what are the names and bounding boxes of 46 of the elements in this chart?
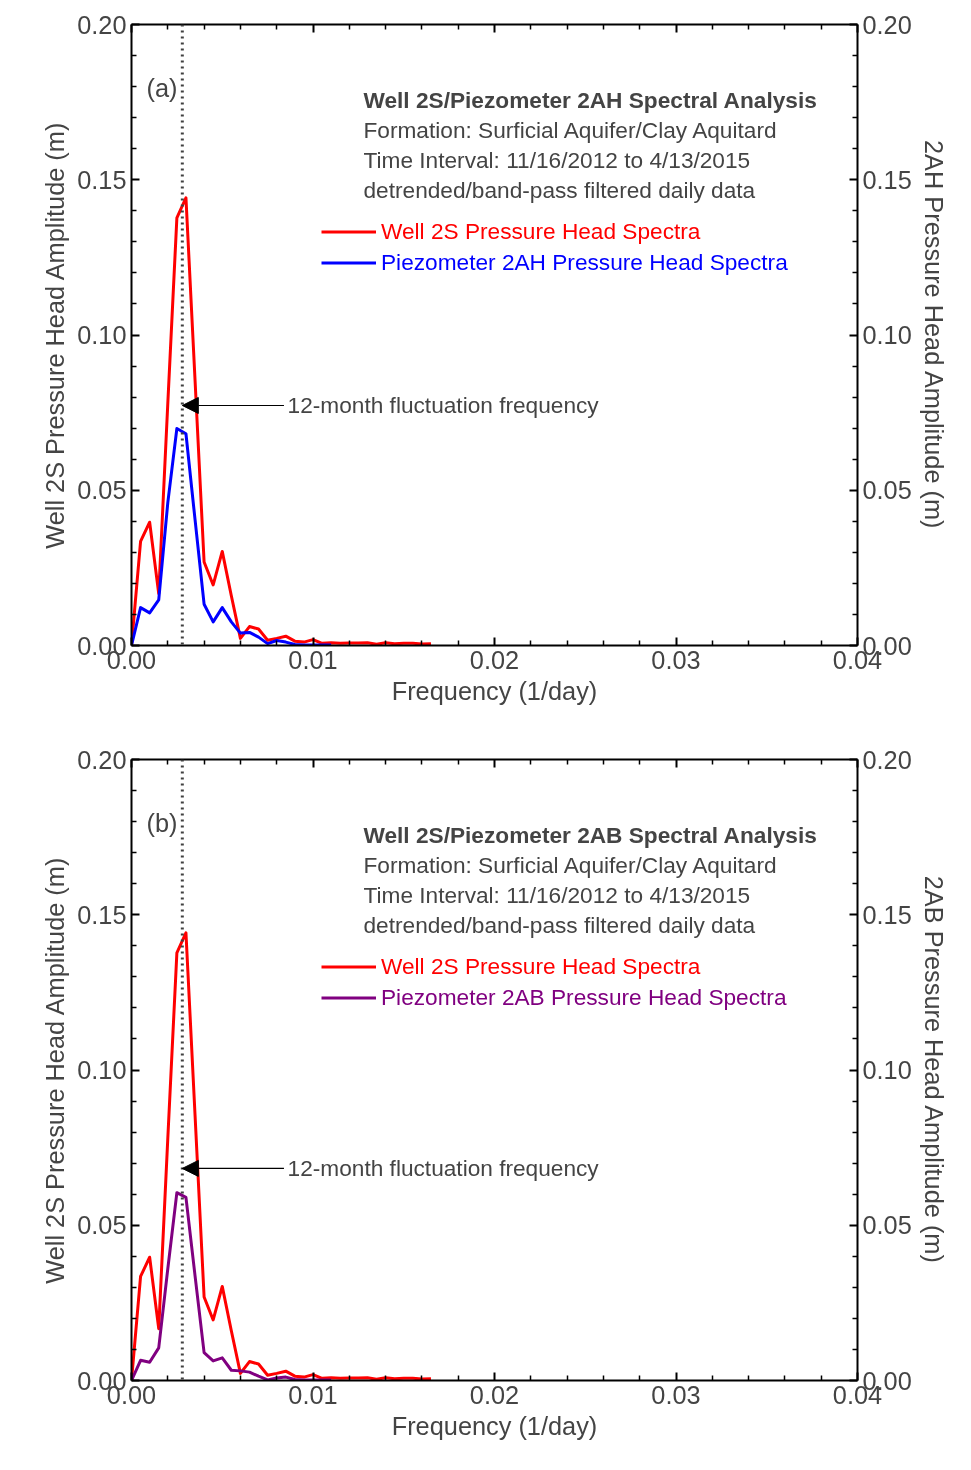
y2-tick-label: 0.10 (862, 321, 912, 349)
y-tick-label: 0.20 (77, 10, 127, 39)
y-tick-label: 0.05 (77, 1211, 127, 1240)
y-tick-label: 0.15 (77, 165, 127, 194)
annotation: Time Interval: 11/16/2012 to 4/13/2015 (363, 881, 751, 908)
y2-tick-label: 0.20 (862, 745, 912, 774)
annotation: detrended/band-pass filtered daily data (363, 911, 756, 938)
y-tick-label: 0.10 (77, 321, 127, 349)
y-tick-label: 0.05 (77, 476, 127, 505)
y2-tick-label: 0.15 (862, 900, 912, 929)
y2-axis-title: 2AH Pressure Head Amplitude (m) (919, 140, 948, 529)
y2-tick-label: 0.10 (862, 1056, 912, 1084)
annotation: 12-month fluctuation frequency (287, 1155, 600, 1182)
text: Well 2S/Piezometer 2AH Spectral Analysis (363, 86, 817, 113)
y-axis-title: Well 2S Pressure Head Amplitude (m) (41, 857, 70, 1284)
y2-axis-title: 2AB Pressure Head Amplitude (m) (919, 875, 948, 1263)
line-series (131, 426, 333, 646)
x-tick-label: 0.02 (469, 645, 520, 674)
legend-label: Well 2S Pressure Head Spectra (381, 953, 701, 980)
legend-label: Piezometer 2AH Pressure Head Spectra (381, 249, 788, 276)
annotation: (a) (146, 73, 178, 102)
legend-label: Well 2S Pressure Head Spectra (381, 218, 701, 245)
y2-tick-label: 0.20 (862, 10, 912, 39)
legend-label: Piezometer 2AB Pressure Head Spectra (381, 984, 787, 1011)
y2-tick-label: 0.05 (862, 1211, 912, 1240)
y2-tick-label: 0.05 (862, 476, 912, 505)
annotation: Formation: Surficial Aquifer/Clay Aquitard (363, 116, 777, 143)
text: Well 2S/Piezometer 2AB Spectral Analysis (363, 821, 817, 848)
annotation: Time Interval: 11/16/2012 to 4/13/2015 (363, 146, 751, 173)
x-tick-label: 0.03 (651, 1380, 701, 1409)
x-tick-label: 0.02 (469, 1380, 520, 1409)
x-axis-title: Frequency (1/day) (391, 1411, 598, 1440)
y-tick-label: 0.20 (77, 745, 127, 774)
y-axis-title: Well 2S Pressure Head Amplitude (m) (41, 122, 70, 549)
x-axis-title: Frequency (1/day) (391, 676, 598, 705)
x-tick-label: 0.01 (288, 645, 338, 674)
y-tick-label: 0.15 (77, 900, 127, 929)
annotation: 12-month fluctuation frequency (287, 392, 600, 419)
annotation: detrended/band-pass filtered daily data (363, 176, 756, 203)
x-tick-label: 0.03 (651, 645, 701, 674)
x-tick-label: 0.01 (288, 1380, 338, 1409)
y2-tick-label: 0.15 (862, 165, 912, 194)
line-series (131, 1191, 333, 1381)
y-tick-label: 0.10 (77, 1056, 127, 1084)
annotation: (b) (146, 808, 178, 837)
annotation: Formation: Surficial Aquifer/Clay Aquitard (363, 851, 777, 878)
